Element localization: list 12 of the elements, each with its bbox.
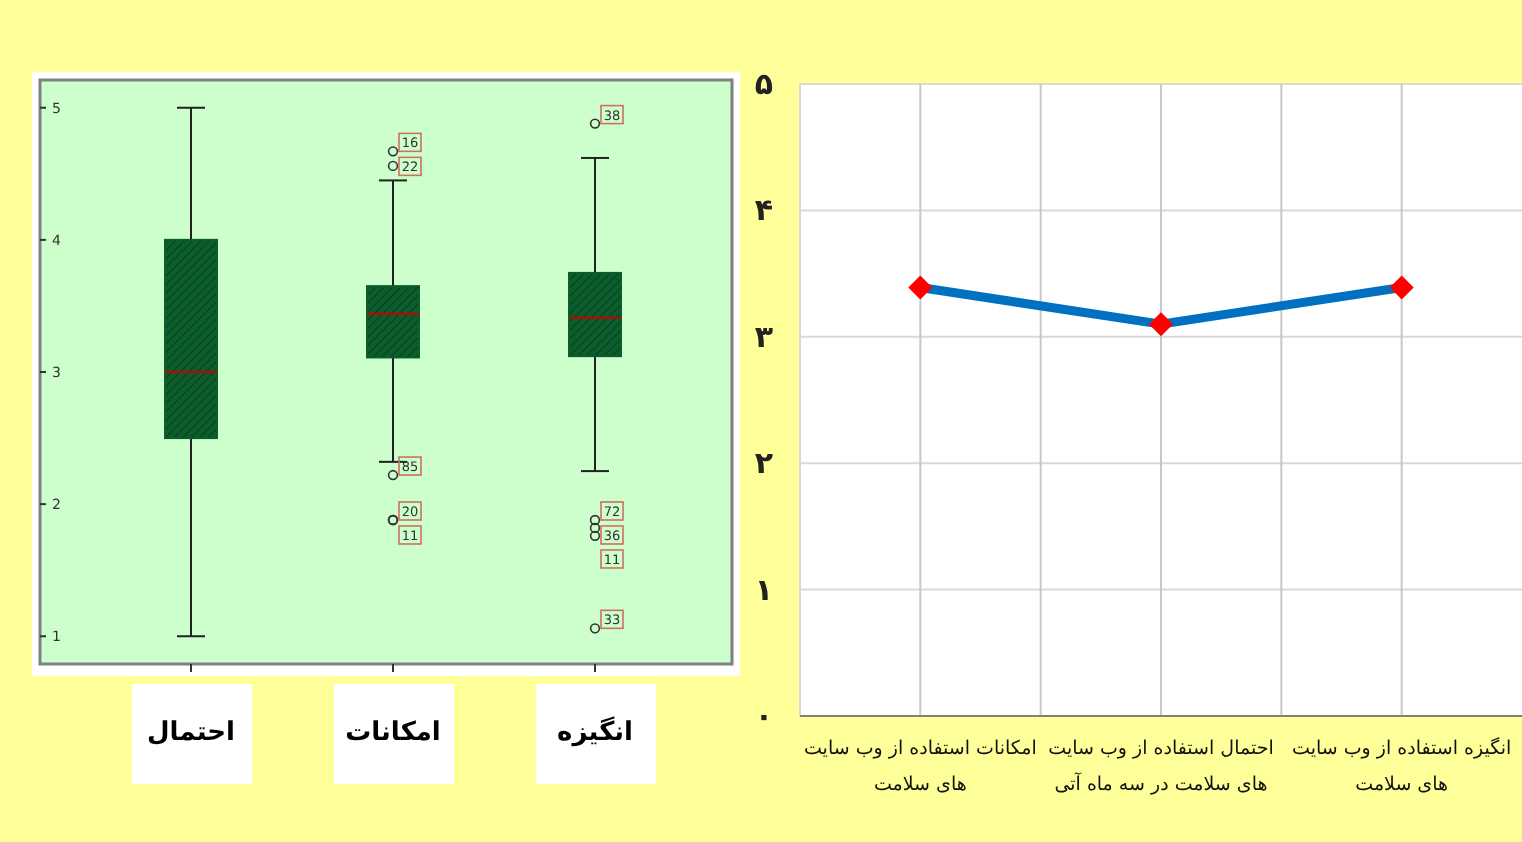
y-tick-label: ۱ (754, 571, 774, 608)
y-tick-label: ۲ (754, 445, 774, 482)
x-tick-label: امکانات استفاده از وب سایت های سلامت (802, 736, 1039, 800)
y-tick-label: ۴ (754, 192, 774, 229)
x-tick-label: احتمال (131, 684, 251, 784)
y-tick-label: ۳ (754, 318, 774, 355)
y-tick-label: ۵ (754, 66, 774, 102)
x-tick-label: انگیزه (535, 684, 655, 784)
x-tick-label: انگیزه استفاده از وب سایت های سلامت (1289, 735, 1514, 800)
x-tick-label: احتمال استفاده از وب سایت های سلامت در سه ماه آتی (1046, 736, 1276, 800)
x-tick-label: امکانات (333, 684, 453, 784)
y-tick-label: ۰ (754, 698, 774, 734)
